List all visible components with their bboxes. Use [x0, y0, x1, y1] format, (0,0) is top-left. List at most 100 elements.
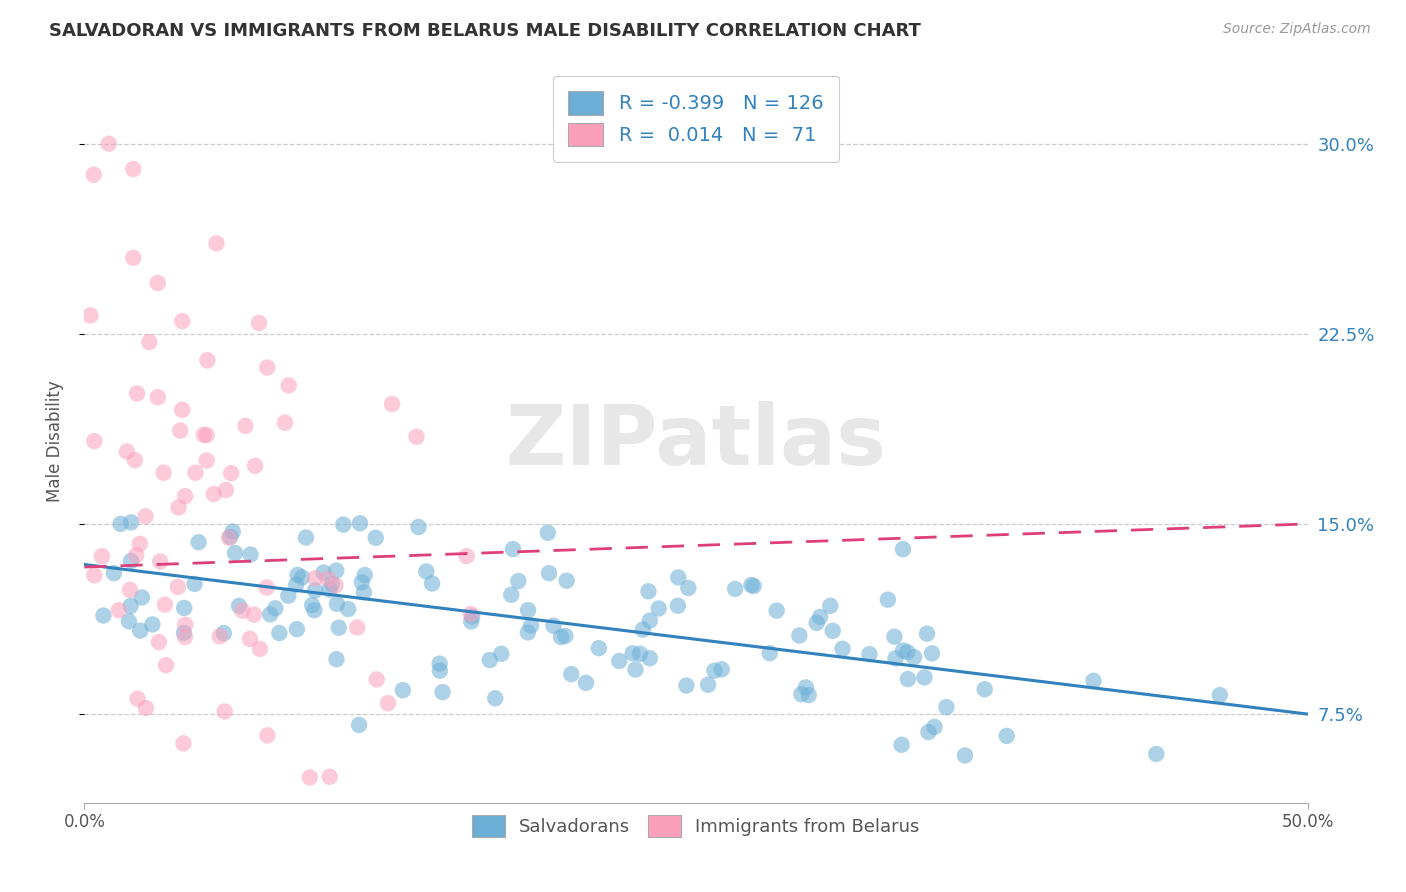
Point: [172, 736, 194, 750]
Point: [415, 565, 437, 579]
Legend: Salvadorans, Immigrants from Belarus: Salvadorans, Immigrants from Belarus: [465, 808, 927, 845]
Point: [195, 428, 218, 442]
Point: [174, 489, 197, 503]
Point: [138, 335, 160, 350]
Point: [277, 378, 299, 392]
Point: [285, 577, 308, 591]
Point: [259, 607, 281, 622]
Point: [332, 517, 354, 532]
Point: [120, 554, 142, 568]
Point: [169, 424, 191, 438]
Point: [243, 458, 266, 473]
Point: [408, 520, 430, 534]
Point: [93, 608, 115, 623]
Point: [325, 652, 347, 666]
Point: [897, 672, 920, 686]
Point: [575, 676, 598, 690]
Point: [1144, 747, 1167, 761]
Point: [678, 581, 700, 595]
Point: [432, 685, 454, 699]
Point: [304, 571, 326, 585]
Point: [301, 598, 323, 612]
Point: [215, 483, 238, 497]
Point: [174, 617, 197, 632]
Point: [366, 673, 388, 687]
Point: [115, 444, 138, 458]
Point: [152, 466, 174, 480]
Point: [172, 314, 194, 328]
Point: [316, 572, 339, 586]
Point: [858, 647, 880, 661]
Point: [172, 402, 194, 417]
Point: [808, 610, 831, 624]
Point: [797, 688, 820, 702]
Point: [484, 691, 506, 706]
Point: [1209, 688, 1232, 702]
Point: [758, 646, 780, 660]
Point: [460, 615, 482, 629]
Point: [631, 623, 654, 637]
Point: [560, 667, 582, 681]
Point: [924, 720, 946, 734]
Point: [110, 516, 132, 531]
Point: [588, 641, 610, 656]
Point: [269, 626, 291, 640]
Point: [621, 646, 644, 660]
Point: [148, 635, 170, 649]
Point: [502, 542, 524, 557]
Point: [318, 582, 340, 597]
Point: [501, 588, 523, 602]
Point: [325, 578, 347, 592]
Point: [208, 629, 231, 643]
Text: SALVADORAN VS IMMIGRANTS FROM BELARUS MALE DISABILITY CORRELATION CHART: SALVADORAN VS IMMIGRANTS FROM BELARUS MA…: [49, 22, 921, 40]
Point: [883, 630, 905, 644]
Point: [891, 643, 914, 657]
Point: [790, 687, 813, 701]
Point: [228, 599, 250, 613]
Point: [381, 397, 404, 411]
Point: [820, 599, 842, 613]
Point: [79, 309, 101, 323]
Point: [675, 679, 697, 693]
Point: [173, 625, 195, 640]
Point: [638, 614, 661, 628]
Point: [108, 603, 131, 617]
Point: [703, 664, 725, 678]
Point: [1083, 673, 1105, 688]
Point: [456, 549, 478, 563]
Point: [243, 607, 266, 622]
Point: [166, 580, 188, 594]
Point: [146, 276, 169, 290]
Point: [740, 578, 762, 592]
Point: [195, 353, 218, 368]
Point: [224, 546, 246, 560]
Point: [135, 509, 157, 524]
Point: [821, 624, 844, 638]
Point: [461, 609, 484, 624]
Point: [543, 618, 565, 632]
Point: [118, 582, 141, 597]
Point: [174, 630, 197, 644]
Point: [666, 570, 689, 584]
Point: [222, 524, 245, 539]
Point: [891, 542, 914, 557]
Point: [325, 564, 347, 578]
Point: [193, 428, 215, 442]
Point: [195, 453, 218, 467]
Point: [321, 577, 343, 591]
Point: [326, 597, 349, 611]
Point: [256, 360, 278, 375]
Point: [537, 525, 560, 540]
Point: [429, 664, 451, 678]
Point: [274, 416, 297, 430]
Point: [328, 621, 350, 635]
Point: [350, 575, 373, 590]
Point: [205, 236, 228, 251]
Point: [83, 568, 105, 582]
Point: [520, 618, 543, 632]
Point: [666, 599, 689, 613]
Point: [304, 583, 326, 598]
Point: [167, 500, 190, 515]
Point: [249, 641, 271, 656]
Point: [884, 651, 907, 665]
